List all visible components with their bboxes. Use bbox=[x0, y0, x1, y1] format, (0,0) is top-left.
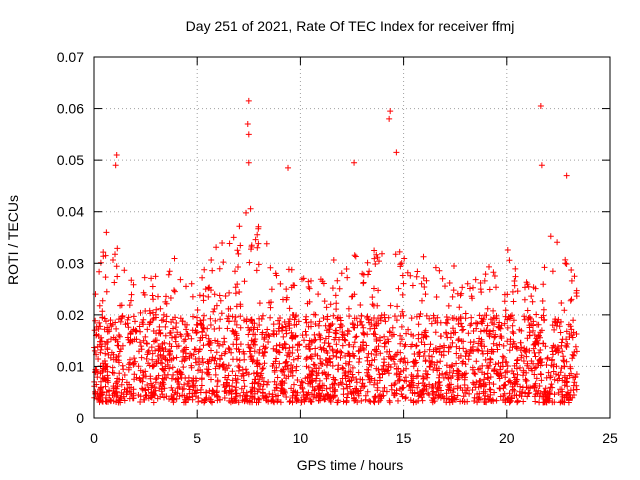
y-tick-label: 0 bbox=[76, 410, 84, 426]
plot-frame bbox=[93, 56, 611, 419]
x-tick-label: 20 bbox=[499, 430, 515, 446]
roti-outlier-point bbox=[351, 159, 358, 166]
y-tick-label: 0.06 bbox=[57, 101, 84, 117]
roti-outlier-point bbox=[244, 121, 251, 128]
chart-title: Day 251 of 2021, Rate Of TEC Index for r… bbox=[186, 18, 515, 34]
roti-point-cloud bbox=[91, 205, 580, 406]
x-axis-label: GPS time / hours bbox=[297, 457, 404, 473]
x-tick-label: 0 bbox=[90, 430, 98, 446]
roti-outlier-point bbox=[285, 164, 292, 171]
roti-outlier-point bbox=[387, 108, 394, 115]
roti-outlier-point bbox=[393, 149, 400, 156]
roti-outlier-point bbox=[103, 229, 110, 236]
data-points bbox=[91, 97, 580, 406]
roti-outlier-point bbox=[245, 131, 252, 138]
x-tick-label: 15 bbox=[396, 430, 412, 446]
roti-outlier-point bbox=[112, 162, 119, 169]
y-tick-label: 0.01 bbox=[57, 358, 84, 374]
y-tick-label: 0.02 bbox=[57, 307, 84, 323]
x-tick-label: 25 bbox=[602, 430, 618, 446]
roti-outlier-point bbox=[245, 159, 252, 166]
roti-outlier-point bbox=[537, 102, 544, 109]
x-tick-label: 10 bbox=[293, 430, 309, 446]
roti-outlier-point bbox=[563, 172, 570, 179]
roti-outlier-point bbox=[386, 115, 393, 122]
y-tick-label: 0.04 bbox=[57, 204, 84, 220]
roti-outlier-point bbox=[245, 97, 252, 104]
axis-ticks: 0 0.01 0.02 0.03 0.04 0.05 0.06 0.07 0 5 10 15 20 25 bbox=[57, 49, 618, 446]
y-tick-label: 0.05 bbox=[57, 152, 84, 168]
x-tick-label: 5 bbox=[193, 430, 201, 446]
y-axis-label: ROTI / TECUs bbox=[5, 195, 21, 285]
roti-outlier-point bbox=[538, 162, 545, 169]
y-tick-label: 0.03 bbox=[57, 255, 84, 271]
y-tick-label: 0.07 bbox=[57, 49, 84, 65]
roti-outlier-point bbox=[113, 151, 120, 158]
